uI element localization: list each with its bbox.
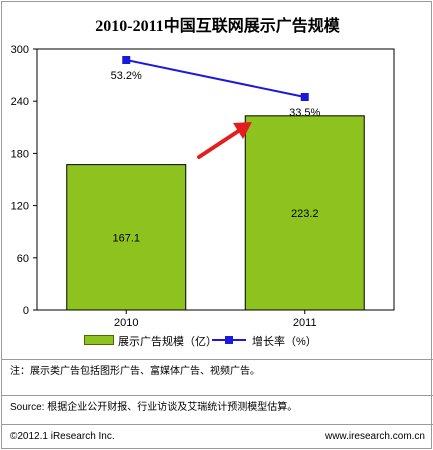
growth-rate-marker bbox=[300, 93, 309, 101]
legend: 展示广告规模（亿） 增长率（%） bbox=[2, 332, 433, 348]
bar-line-chart: 0 60 120 180 240 300 167.1 2010 223.2 2011 53.2% 33… bbox=[11, 44, 395, 329]
source-row: Source: 根据企业公开财报、行业访谈及艾瑞统计预测模型估算。 bbox=[2, 395, 433, 420]
footer: ©2012.1 iResearch Inc. www.iresearch.com… bbox=[2, 424, 433, 448]
trend-arrow-shaft bbox=[197, 128, 242, 159]
growth-rate-marker bbox=[122, 56, 131, 64]
website-text: www.iresearch.com.cn bbox=[324, 431, 425, 442]
legend-bar-label: 展示广告规模（亿） bbox=[118, 336, 217, 348]
growth-rate-label: 53.2% bbox=[111, 70, 142, 82]
note-row: 注：展示类广告包括图形广告、富媒体广告、视频广告。 bbox=[2, 359, 433, 384]
trend-arrow-head bbox=[233, 122, 252, 139]
x-tick-label: 2011 bbox=[293, 317, 317, 329]
y-tick-label: 240 bbox=[11, 96, 29, 108]
y-tick-label: 60 bbox=[17, 253, 29, 265]
source-text: Source: 根据企业公开财报、行业访谈及艾瑞统计预测模型估算。 bbox=[10, 402, 298, 413]
bar-value-label: 167.1 bbox=[112, 232, 140, 244]
chart-title: 2010-2011中国互联网展示广告规模 bbox=[95, 18, 340, 35]
legend-line-swatch bbox=[212, 336, 246, 344]
growth-rate-line bbox=[126, 59, 305, 98]
note-text: 注：展示类广告包括图形广告、富媒体广告、视频广告。 bbox=[10, 366, 260, 377]
bar bbox=[66, 164, 187, 311]
legend-bar-swatch bbox=[84, 335, 114, 345]
legend-line-label: 增长率（%） bbox=[252, 336, 317, 348]
growth-rate-label: 33.5% bbox=[289, 107, 320, 119]
x-tick-label: 2010 bbox=[114, 317, 138, 329]
y-tick-label: 120 bbox=[11, 201, 29, 213]
copyright-text: ©2012.1 iResearch Inc. bbox=[10, 431, 115, 442]
y-tick-label: 180 bbox=[11, 148, 29, 160]
y-tick-label: 300 bbox=[11, 44, 29, 56]
bar bbox=[244, 115, 365, 311]
bar-value-label: 223.2 bbox=[291, 208, 319, 220]
y-tick-label: 0 bbox=[23, 305, 29, 317]
plot-area bbox=[36, 48, 395, 311]
